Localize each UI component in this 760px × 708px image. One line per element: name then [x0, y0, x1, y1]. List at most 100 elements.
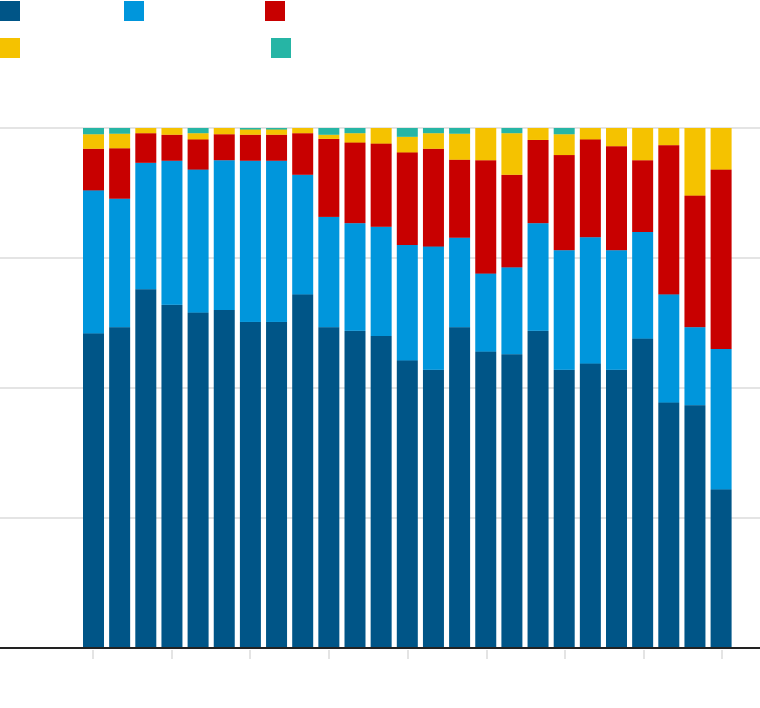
legend-swatch-3	[265, 1, 285, 21]
bar-2-segment-4	[109, 133, 131, 149]
bar-7-segment-5	[239, 128, 261, 130]
legend-item-2	[124, 1, 152, 21]
bar-2-segment-5	[109, 128, 131, 134]
bar-13-segment-4	[396, 136, 418, 153]
bar-23-segment-4	[658, 128, 680, 146]
bar-21-segment-2	[606, 250, 627, 370]
legend	[0, 0, 760, 70]
bar-13-segment-3	[396, 152, 418, 245]
bar-25-segment-3	[710, 169, 732, 349]
bar-22-segment-2	[632, 232, 654, 339]
bar-12-segment-3	[370, 143, 392, 227]
bar-14-segment-4	[422, 133, 444, 149]
bar-3-segment-1	[135, 289, 157, 648]
bar-16-segment-2	[475, 273, 497, 352]
bar-18-segment-1	[527, 330, 549, 648]
bar-8	[266, 128, 288, 648]
bar-10-segment-2	[318, 216, 340, 328]
bar-21	[606, 128, 627, 648]
bar-9-segment-1	[292, 294, 314, 648]
bar-15-segment-5	[449, 128, 471, 134]
bar-10-segment-3	[318, 138, 340, 217]
bar-3-segment-3	[135, 133, 157, 163]
bar-10-segment-4	[318, 134, 340, 139]
bar-1-segment-4	[83, 134, 104, 149]
bar-23	[658, 128, 680, 648]
bar-17-segment-3	[501, 174, 523, 268]
bar-5-segment-2	[187, 169, 209, 313]
bar-20-segment-3	[579, 139, 601, 238]
bar-12-segment-4	[370, 128, 392, 144]
bar-19-segment-4	[553, 134, 575, 156]
bar-1-segment-2	[83, 190, 104, 334]
bar-21-segment-3	[606, 146, 627, 251]
bar-5-segment-5	[187, 128, 209, 134]
bar-14-segment-3	[422, 148, 444, 247]
bar-24-segment-2	[684, 327, 706, 406]
legend-item-3	[265, 1, 293, 21]
bar-25-segment-1	[710, 489, 732, 648]
bar-18	[527, 128, 549, 648]
bar-24-segment-3	[684, 195, 706, 328]
bar-2-segment-3	[109, 148, 131, 199]
legend-swatch-1	[0, 1, 20, 21]
bar-4-segment-3	[161, 134, 183, 161]
bar-25	[710, 128, 732, 648]
bar-6-segment-4	[213, 128, 235, 135]
bar-1-segment-1	[83, 333, 104, 648]
bar-20	[579, 128, 601, 648]
bar-23-segment-1	[658, 402, 680, 648]
legend-swatch-2	[124, 1, 144, 21]
bar-6-segment-2	[213, 160, 235, 310]
bar-1-segment-3	[83, 148, 104, 191]
bar-7-segment-4	[239, 129, 261, 135]
bar-11-segment-4	[344, 133, 366, 143]
bar-13-segment-2	[396, 245, 418, 361]
bar-19	[553, 128, 575, 648]
bar-24	[684, 128, 706, 648]
bar-19-segment-3	[553, 155, 575, 251]
bar-17-segment-4	[501, 133, 523, 175]
bar-22-segment-4	[632, 128, 654, 161]
bar-8-segment-5	[266, 128, 288, 130]
bar-16	[475, 128, 497, 648]
bar-12	[370, 128, 392, 648]
bar-22-segment-3	[632, 160, 654, 232]
bar-19-segment-1	[553, 369, 575, 648]
bar-16-segment-1	[475, 351, 497, 648]
bar-20-segment-2	[579, 237, 601, 364]
bar-8-segment-1	[266, 321, 288, 648]
bar-18-segment-2	[527, 223, 549, 331]
bar-7-segment-2	[239, 160, 261, 322]
bar-12-segment-2	[370, 226, 392, 336]
bar-15-segment-1	[449, 327, 471, 648]
bar-7-segment-1	[239, 321, 261, 648]
bar-7	[239, 128, 261, 648]
bar-16-segment-4	[475, 128, 497, 161]
bar-6-segment-1	[213, 310, 235, 648]
bar-4-segment-1	[161, 304, 183, 648]
bar-9	[292, 128, 314, 648]
bar-18-segment-4	[527, 128, 549, 140]
bar-13-segment-5	[396, 128, 418, 137]
bar-10-segment-1	[318, 327, 340, 648]
bar-19-segment-2	[553, 250, 575, 370]
bar-11-segment-1	[344, 330, 366, 648]
bar-4-segment-4	[161, 128, 183, 135]
bar-13-segment-1	[396, 360, 418, 648]
bar-5-segment-4	[187, 133, 209, 140]
bar-6	[213, 128, 235, 648]
bar-22-segment-1	[632, 338, 654, 648]
legend-swatch-4	[0, 38, 20, 58]
bar-18-segment-3	[527, 139, 549, 224]
bar-25-segment-4	[710, 128, 732, 170]
bar-24-segment-1	[684, 405, 706, 648]
bar-15-segment-3	[449, 159, 471, 238]
bar-15-segment-4	[449, 133, 471, 160]
bar-2-segment-2	[109, 198, 131, 328]
bar-15	[449, 128, 471, 648]
bar-17-segment-2	[501, 267, 523, 355]
bar-23-segment-2	[658, 294, 680, 403]
bar-13	[396, 128, 418, 648]
